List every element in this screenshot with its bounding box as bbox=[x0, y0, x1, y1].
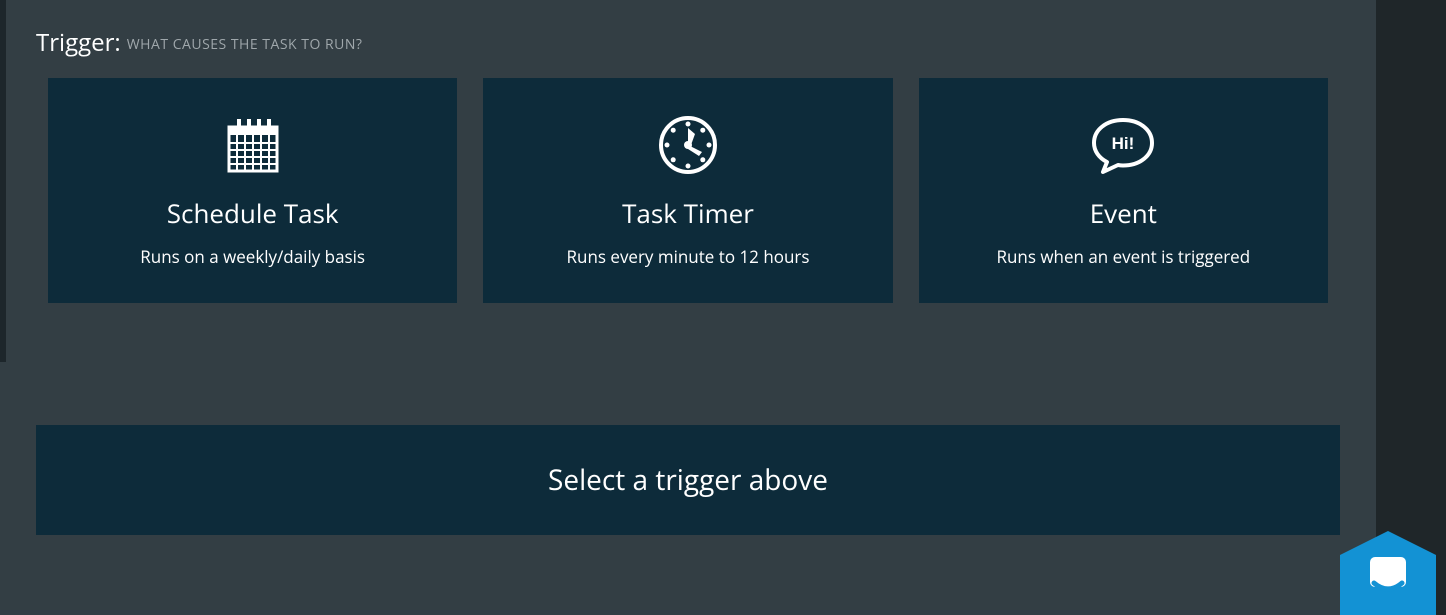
card-title: Task Timer bbox=[622, 195, 754, 231]
select-trigger-prompt: Select a trigger above bbox=[36, 425, 1340, 535]
trigger-subtitle: WHAT CAUSES THE TASK TO RUN? bbox=[127, 35, 363, 54]
card-schedule-task[interactable]: Schedule Task Runs on a weekly/daily bas… bbox=[48, 78, 457, 303]
card-desc: Runs on a weekly/daily basis bbox=[140, 245, 365, 268]
timer-icon bbox=[657, 113, 719, 177]
card-task-timer[interactable]: Task Timer Runs every minute to 12 hours bbox=[483, 78, 892, 303]
card-desc: Runs every minute to 12 hours bbox=[567, 245, 810, 268]
chat-widget-button[interactable] bbox=[1340, 531, 1436, 615]
calendar-icon bbox=[223, 113, 283, 177]
trigger-config-page: Trigger: WHAT CAUSES THE TASK TO RUN? bbox=[0, 0, 1446, 615]
card-event[interactable]: Hi! Event Runs when an event is triggere… bbox=[919, 78, 1328, 303]
left-border-decoration bbox=[0, 0, 6, 362]
prompt-text: Select a trigger above bbox=[548, 461, 828, 499]
card-title: Schedule Task bbox=[167, 195, 339, 231]
event-icon: Hi! bbox=[1088, 113, 1158, 177]
card-desc: Runs when an event is triggered bbox=[997, 245, 1251, 268]
card-title: Event bbox=[1090, 195, 1157, 231]
section-header: Trigger: WHAT CAUSES THE TASK TO RUN? bbox=[36, 26, 1356, 59]
trigger-cards-row: Schedule Task Runs on a weekly/daily bas… bbox=[48, 78, 1328, 303]
right-strip-decoration bbox=[1376, 0, 1446, 615]
trigger-label: Trigger: bbox=[36, 26, 121, 59]
svg-text:Hi!: Hi! bbox=[1112, 134, 1135, 153]
